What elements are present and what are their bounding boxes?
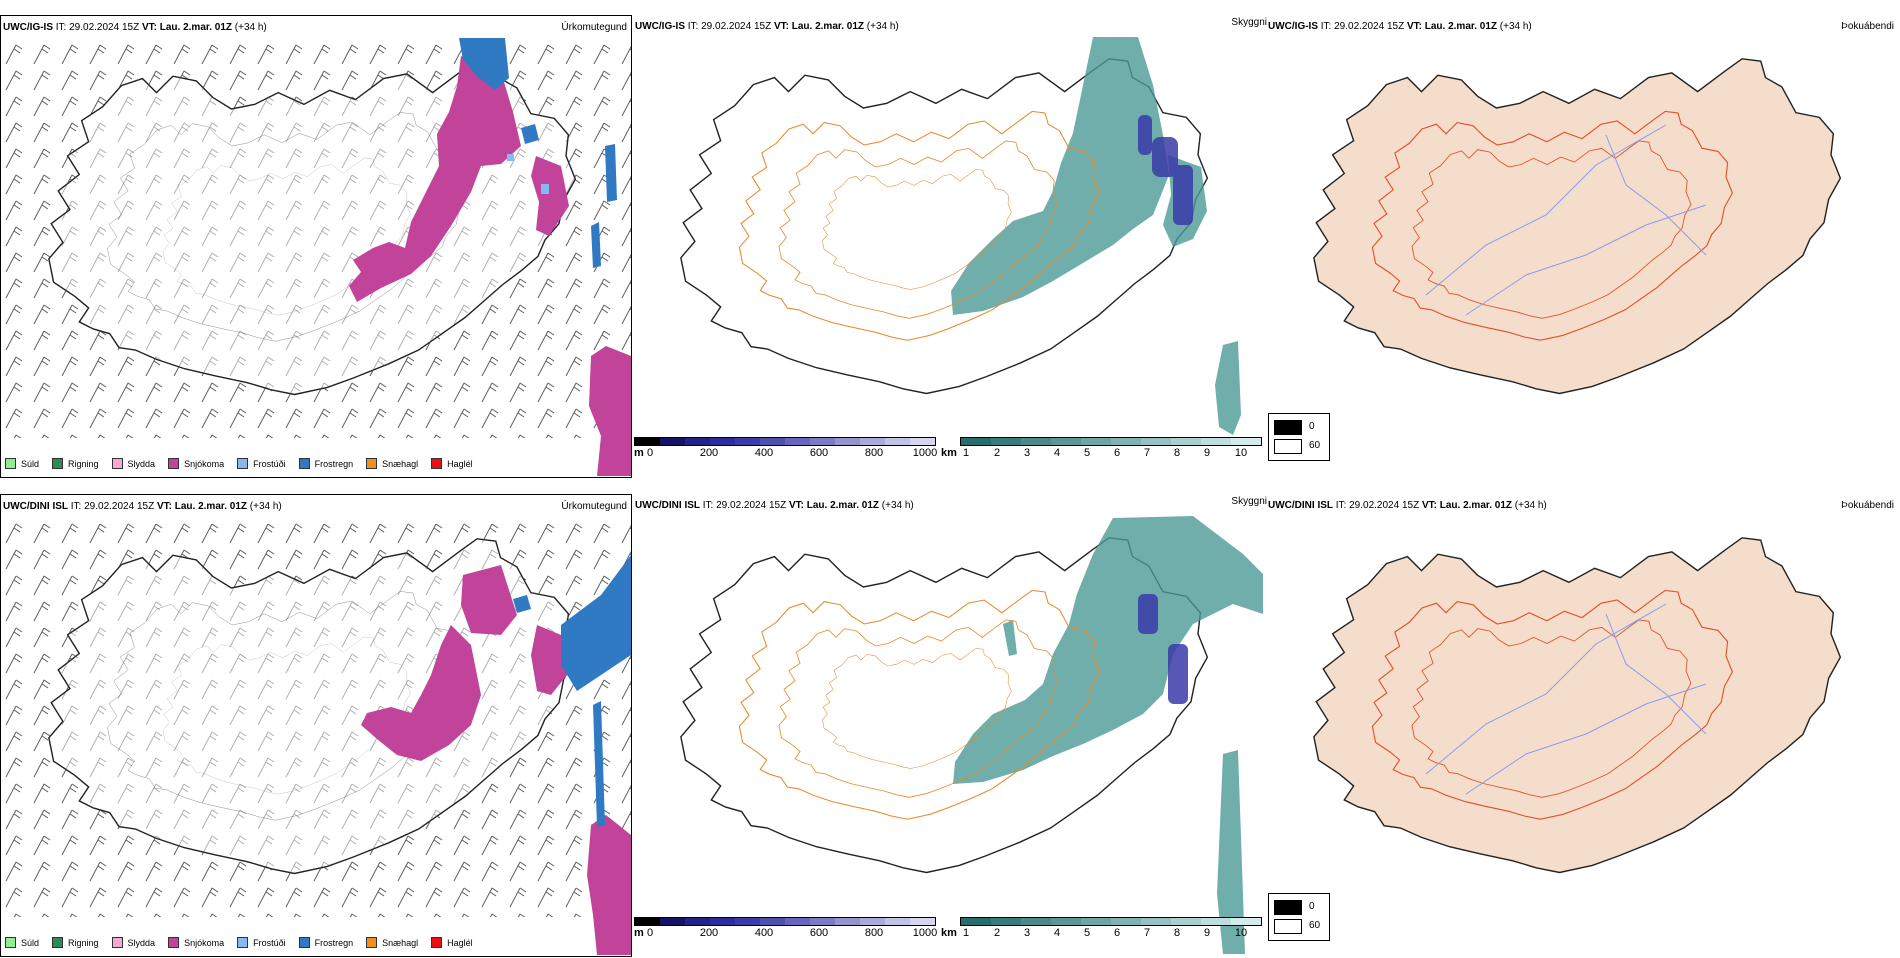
precip-type-legend: Súld Rigning Slydda Snjókoma Frostúði Fr… [5,937,473,948]
legend-swatch [5,937,16,948]
fog-map [1313,58,1842,395]
legend-swatch [168,937,180,948]
fog-legend-top: 0 60 [1268,413,1330,461]
visibility-map [680,37,1241,435]
legend-swatch [366,458,378,469]
param-title: Skyggni [1231,17,1267,28]
freezing-rain-area [459,38,617,268]
legend-swatch [366,937,378,948]
ceiling-color-bar-top [634,437,936,446]
ceiling-unit: m [634,447,644,459]
precip-type-panel-bottom: UWC/DINI ISL IT: 29.02.2024 15Z VT: Lau.… [0,494,632,957]
panel-header: UWC/DINI ISL IT: 29.02.2024 15Z VT: Lau.… [3,501,282,512]
low-ceiling-area [1138,115,1193,225]
river-network [1425,124,1707,316]
param-title: Úrkomutegund [561,22,627,33]
legend-swatch [298,937,310,948]
visibility-color-bar-top [960,437,1262,446]
legend-swatch [237,937,249,948]
panel-header: UWC/IG-IS IT: 29.02.2024 15Z VT: Lau. 2.… [635,21,899,32]
panel-header: UWC/DINI ISL IT: 29.02.2024 15Z VT: Lau.… [1268,500,1547,511]
snow-area [361,565,631,955]
legend-swatch [168,458,180,469]
legend-swatch [431,937,443,948]
visibility-color-bar-bottom [960,917,1262,926]
fog-panel-bottom: UWC/DINI ISL IT: 29.02.2024 15Z VT: Lau.… [1266,494,1898,957]
param-title: Skyggni [1231,496,1267,507]
visibility-map [680,516,1263,954]
legend-swatch [111,937,123,948]
legend-swatch [5,458,16,469]
visibility-unit: km [941,927,957,939]
precip-type-panel-top: UWC/IG-IS IT: 29.02.2024 15Z VT: Lau. 2.… [0,15,632,478]
precip-type-legend: Súld Rigning Slydda Snjókoma Frostúði Fr… [5,458,473,469]
legend-swatch [52,458,64,469]
legend-swatch [111,458,123,469]
ceiling-unit: m [634,927,644,939]
visibility-panel-bottom: UWC/DINI ISL IT: 29.02.2024 15Z VT: Lau.… [633,494,1267,957]
param-title: Þokuábendi [1841,21,1894,32]
legend-swatch [298,458,310,469]
fog-legend-bottom: 0 60 [1268,893,1330,941]
visibility-unit: km [941,447,957,459]
precip-type-map [1,38,631,476]
low-ceiling-area [1138,594,1188,704]
fog-map [1313,537,1842,874]
param-title: Úrkomutegund [561,501,627,512]
low-visibility-area [953,516,1263,954]
ceiling-color-bar-bottom [634,917,936,926]
panel-header: UWC/IG-IS IT: 29.02.2024 15Z VT: Lau. 2.… [1268,21,1532,32]
snow-area [349,56,631,476]
freezing-rain-area [513,555,631,827]
param-title: Þokuábendi [1841,500,1894,511]
legend-swatch [52,937,64,948]
precip-type-map [1,517,631,955]
panel-header: UWC/IG-IS IT: 29.02.2024 15Z VT: Lau. 2.… [3,22,267,33]
panel-header: UWC/DINI ISL IT: 29.02.2024 15Z VT: Lau.… [635,500,914,511]
visibility-panel-top: UWC/IG-IS IT: 29.02.2024 15Z VT: Lau. 2.… [633,15,1267,478]
river-network [1425,603,1707,795]
fog-panel-top: UWC/IG-IS IT: 29.02.2024 15Z VT: Lau. 2.… [1266,15,1898,478]
legend-swatch [237,458,249,469]
legend-swatch [431,458,443,469]
